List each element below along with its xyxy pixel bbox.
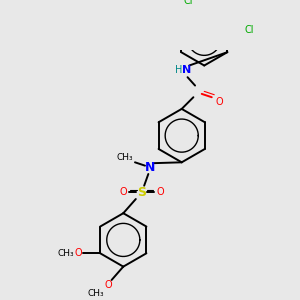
Text: Cl: Cl xyxy=(244,25,254,34)
Text: S: S xyxy=(137,186,146,199)
Text: H: H xyxy=(175,65,182,75)
Text: O: O xyxy=(156,187,164,196)
Text: O: O xyxy=(75,248,82,258)
Text: CH₃: CH₃ xyxy=(87,289,104,298)
Text: CH₃: CH₃ xyxy=(117,153,133,162)
Text: N: N xyxy=(182,65,191,75)
Text: N: N xyxy=(145,161,155,174)
Text: O: O xyxy=(119,187,127,196)
Text: O: O xyxy=(104,280,112,290)
Text: CH₃: CH₃ xyxy=(58,249,74,258)
Text: O: O xyxy=(215,97,223,107)
Text: Cl: Cl xyxy=(184,0,194,6)
